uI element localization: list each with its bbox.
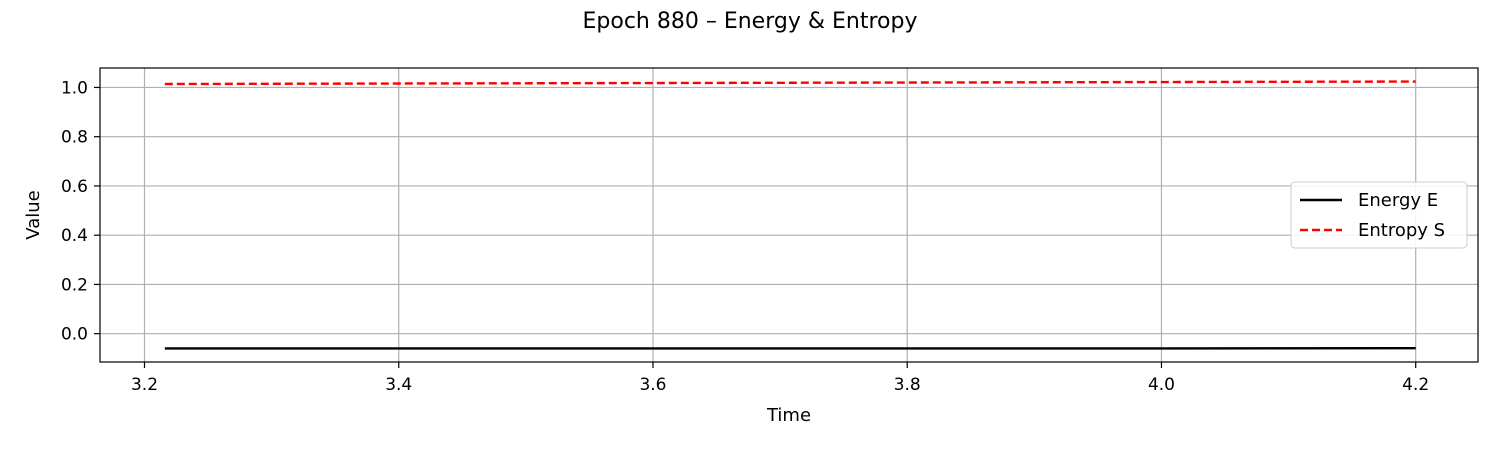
x-tick-label: 4.2 (1402, 375, 1429, 395)
y-tick-label: 1.0 (61, 78, 88, 98)
y-tick-label: 0.2 (61, 275, 88, 295)
plot-frame (99, 67, 1479, 363)
series-line-entropy (164, 80, 1416, 86)
x-tick-label: 3.2 (131, 375, 158, 395)
series-layer (164, 80, 1416, 350)
legend-box (1290, 181, 1468, 249)
x-tick-label: 3.4 (385, 375, 412, 395)
chart-title: Epoch 880 – Energy & Entropy (583, 9, 918, 34)
x-tick-label: 3.8 (894, 375, 921, 395)
legend: Energy E Entropy S (1290, 181, 1468, 249)
x-tick-label: 3.6 (639, 375, 666, 395)
x-axis-label: Time (766, 405, 811, 426)
grid (100, 68, 1478, 362)
legend-label-entropy: Entropy S (1358, 220, 1445, 241)
y-tick-label: 0.8 (61, 128, 88, 148)
legend-label-energy: Energy E (1358, 190, 1438, 211)
x-tick-label: 4.0 (1148, 375, 1175, 395)
y-tick-label: 0.6 (61, 177, 88, 197)
x-axis-ticks: 3.2 3.4 3.6 3.8 4.0 4.2 (131, 362, 1429, 395)
y-axis-ticks: 0.0 0.2 0.4 0.6 0.8 1.0 (61, 78, 100, 345)
y-tick-label: 0.4 (61, 226, 88, 246)
y-tick-label: 0.0 (61, 325, 88, 345)
y-axis-label: Value (23, 190, 44, 239)
